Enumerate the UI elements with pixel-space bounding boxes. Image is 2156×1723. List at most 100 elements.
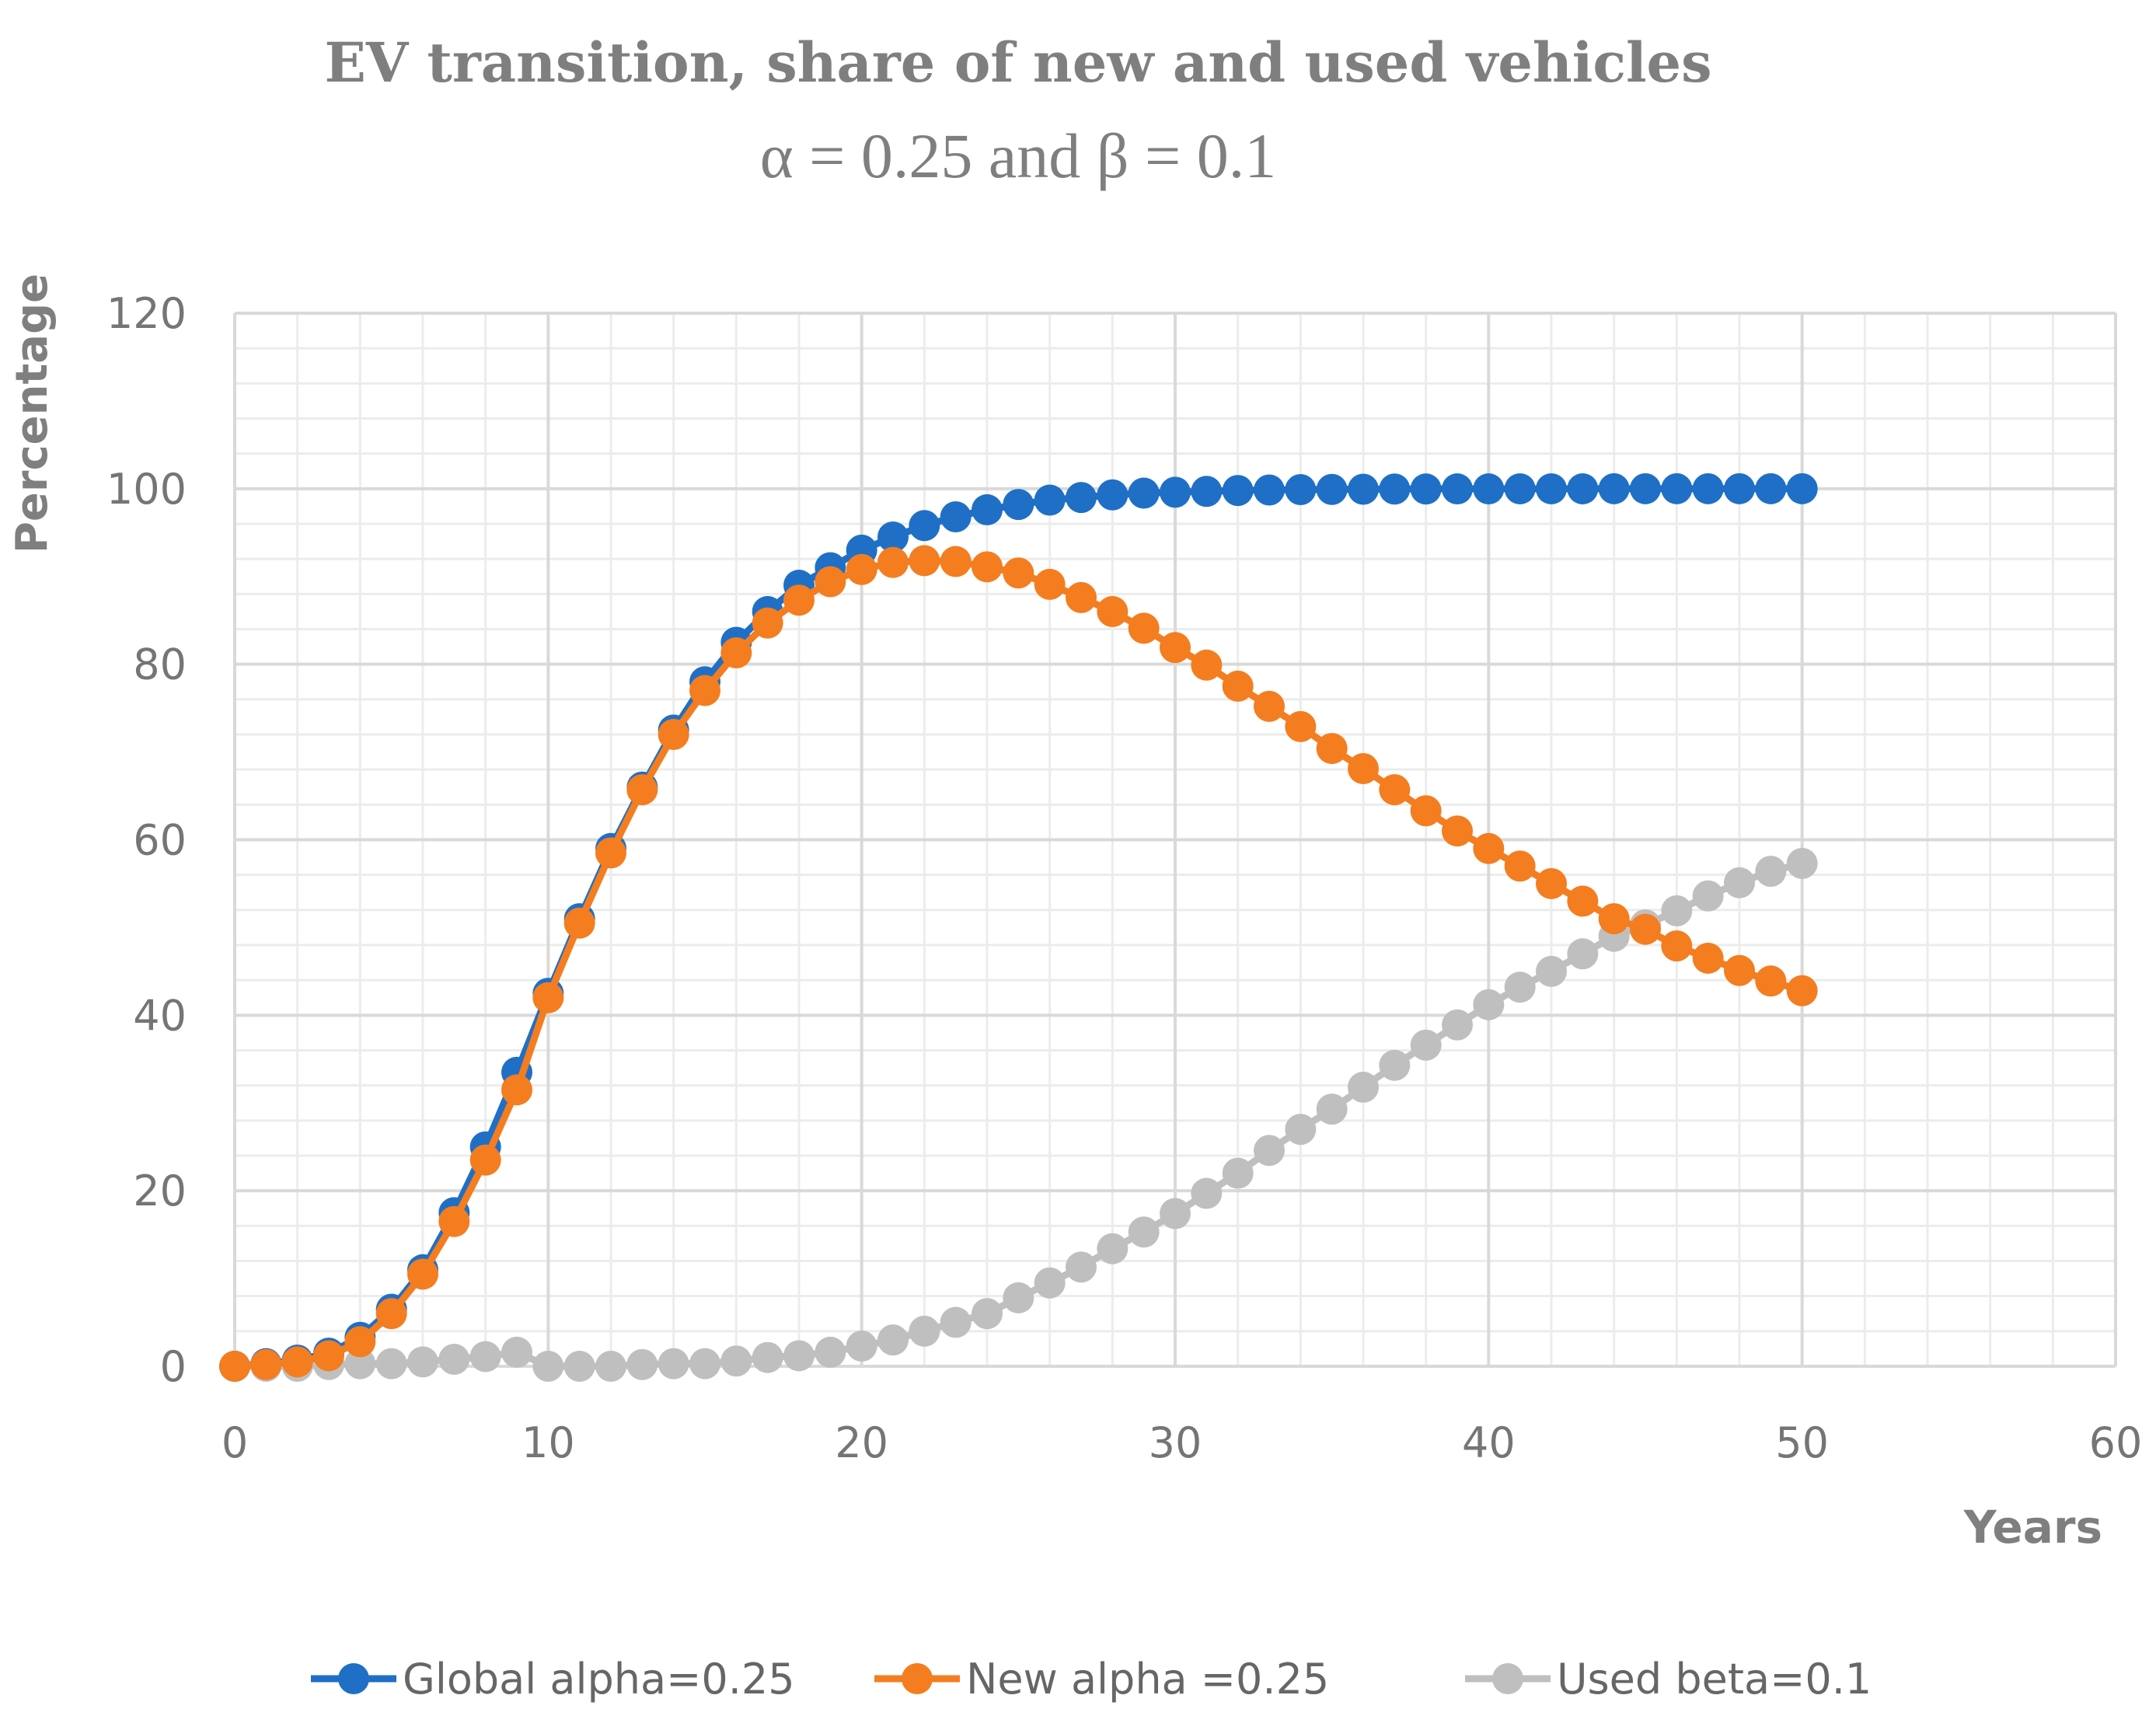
- data-point-used: [407, 1346, 438, 1378]
- data-point-global: [1536, 473, 1567, 504]
- data-point-new: [1661, 930, 1693, 962]
- legend: Global alpha=0.25 New alpha =0.25 Used bet…: [311, 1655, 1872, 1704]
- data-point-used: [1285, 1114, 1317, 1146]
- data-point-used: [752, 1341, 783, 1373]
- x-axis-tick-labels: 0 10 20 30 40 50 60: [222, 1418, 2143, 1467]
- data-point-used: [563, 1351, 595, 1382]
- data-point-new: [940, 546, 972, 577]
- data-point-new: [532, 982, 564, 1013]
- data-point-new: [407, 1258, 438, 1290]
- data-point-used: [1442, 1009, 1473, 1041]
- data-point-new: [1442, 815, 1473, 847]
- data-point-new: [1504, 850, 1536, 882]
- data-point-global: [1724, 473, 1755, 504]
- x-tick-label: 0: [222, 1418, 248, 1467]
- x-tick-label: 10: [522, 1418, 575, 1467]
- data-point-used: [1066, 1251, 1097, 1283]
- data-point-new: [783, 584, 815, 616]
- data-point-used: [626, 1348, 658, 1380]
- data-point-used: [1348, 1071, 1379, 1103]
- data-point-global: [1348, 473, 1379, 505]
- data-point-new: [438, 1205, 470, 1237]
- data-point-global: [1504, 473, 1536, 504]
- data-point-used: [438, 1343, 470, 1375]
- series-line-global: [234, 485, 1802, 1370]
- data-point-new: [1191, 649, 1223, 681]
- data-point-new: [846, 553, 877, 585]
- data-point-new: [1379, 774, 1411, 806]
- data-point-new: [909, 545, 940, 577]
- data-point-used: [1786, 847, 1818, 879]
- data-point-new: [877, 546, 909, 578]
- data-point-global: [940, 501, 972, 532]
- data-point-global: [1786, 473, 1818, 504]
- data-point-new: [1724, 954, 1755, 986]
- series-layer: [219, 473, 1818, 1382]
- data-point-used: [1755, 856, 1787, 888]
- data-point-used: [532, 1351, 564, 1382]
- legend-label-global: Global alpha=0.25: [403, 1655, 795, 1704]
- data-point-new: [1630, 913, 1661, 945]
- data-point-global: [1755, 473, 1787, 504]
- data-point-new: [1285, 710, 1317, 742]
- data-point-used: [1661, 895, 1693, 926]
- data-point-new: [1003, 557, 1034, 589]
- data-point-used: [972, 1298, 1003, 1330]
- series-new: [219, 545, 1818, 1382]
- data-point-used: [815, 1336, 846, 1368]
- data-point-used: [375, 1348, 407, 1379]
- data-point-new: [1692, 942, 1724, 974]
- legend-item-new: New alpha =0.25: [874, 1655, 1329, 1704]
- legend-label-used: Used beta=0.1: [1557, 1655, 1872, 1704]
- data-point-used: [1003, 1282, 1034, 1313]
- data-point-used: [1692, 880, 1724, 912]
- data-point-used: [1034, 1267, 1066, 1299]
- x-tick-label: 30: [1149, 1418, 1202, 1467]
- data-point-global: [1285, 473, 1317, 505]
- data-point-new: [658, 719, 689, 750]
- y-tick-label: 100: [106, 465, 187, 514]
- y-tick-label: 0: [160, 1342, 187, 1391]
- data-point-new: [595, 837, 626, 869]
- data-point-global: [1567, 473, 1599, 504]
- legend-item-global: Global alpha=0.25: [311, 1655, 795, 1704]
- y-axis-tick-labels: 0 20 40 60 80 100 120: [106, 289, 187, 1391]
- data-point-new: [1160, 632, 1191, 664]
- y-tick-label: 120: [106, 289, 187, 338]
- y-tick-label: 60: [133, 816, 187, 865]
- data-point-new: [720, 637, 752, 668]
- data-point-used: [1097, 1233, 1129, 1264]
- data-point-global: [1097, 479, 1129, 511]
- data-point-used: [1128, 1216, 1160, 1248]
- x-tick-label: 50: [1775, 1418, 1829, 1467]
- data-point-used: [595, 1351, 626, 1382]
- series-used: [219, 847, 1818, 1382]
- data-point-new: [1254, 690, 1285, 722]
- y-axis-title: Percentage: [7, 274, 58, 553]
- data-point-used: [658, 1348, 689, 1379]
- data-point-new: [815, 566, 846, 598]
- chart-title: EV transition, share of new and used veh…: [325, 30, 1712, 95]
- data-point-used: [1724, 867, 1755, 898]
- data-point-new: [1316, 733, 1348, 765]
- data-point-new: [469, 1144, 501, 1176]
- data-point-used: [783, 1340, 815, 1372]
- data-point-global: [1003, 489, 1034, 521]
- data-point-new: [1222, 670, 1254, 702]
- chart-subtitle: α = 0.25 and β = 0.1: [760, 120, 1277, 191]
- y-tick-label: 80: [133, 640, 187, 689]
- data-point-global: [1316, 473, 1348, 505]
- data-point-used: [1254, 1135, 1285, 1167]
- data-point-global: [972, 494, 1003, 525]
- data-point-global: [1598, 473, 1630, 504]
- data-point-new: [1598, 903, 1630, 935]
- data-point-new: [1410, 795, 1442, 827]
- data-point-global: [877, 521, 909, 553]
- data-point-new: [250, 1348, 282, 1380]
- data-point-used: [1504, 971, 1536, 1003]
- data-point-new: [1066, 581, 1097, 613]
- data-point-new: [1567, 885, 1599, 917]
- x-tick-label: 20: [835, 1418, 888, 1467]
- data-point-new: [563, 907, 595, 939]
